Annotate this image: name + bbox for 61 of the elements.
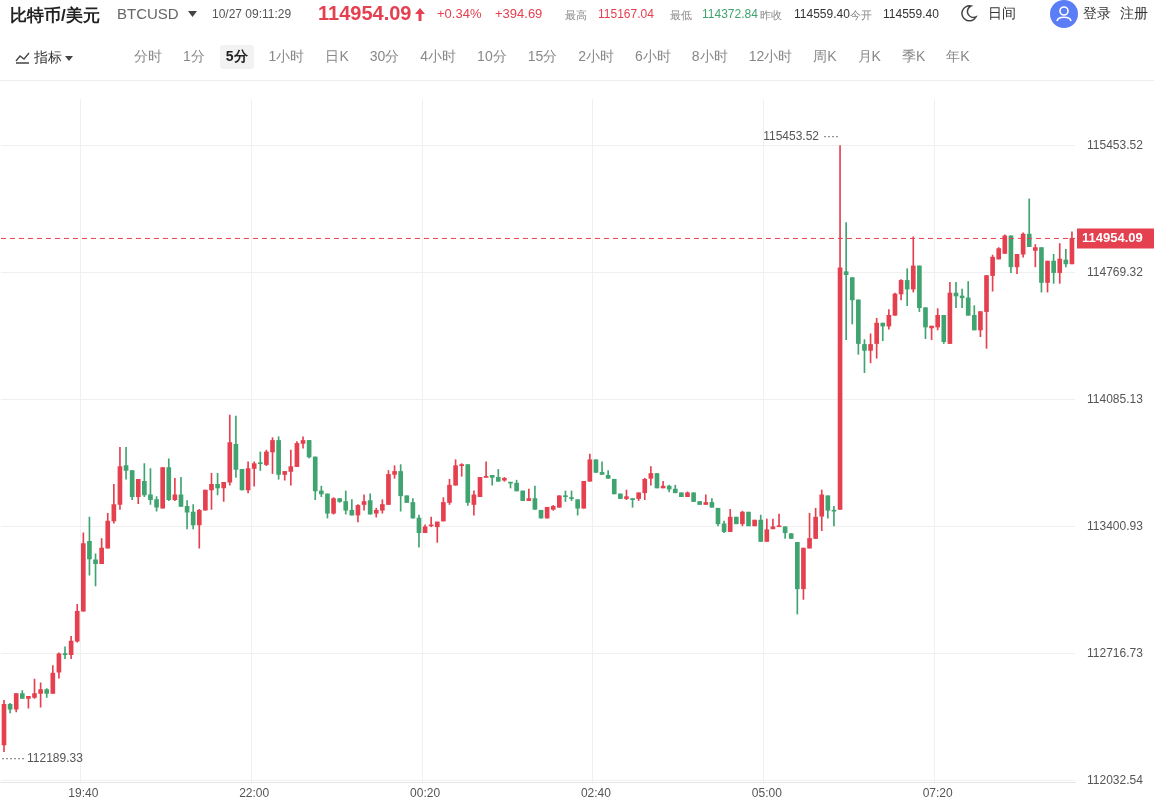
text: 分时: [133, 47, 163, 66]
candlestick: [599, 461, 605, 475]
text: 6小时: [634, 47, 672, 66]
x-tick-label: 22:00: [239, 786, 270, 801]
text: 年K: [945, 47, 971, 66]
text: 12小时: [747, 47, 794, 66]
text: 8小时: [690, 47, 729, 66]
y-tick-label: 113400.93: [1087, 519, 1144, 534]
text: 15分: [526, 47, 559, 66]
y-tick-label: 115453.52: [1087, 138, 1144, 153]
candlestick: [257, 451, 263, 471]
text: +0.34%: [437, 6, 482, 21]
text: 指标: [34, 49, 62, 67]
text: 日K: [324, 47, 350, 66]
x-tick-label: 19:40: [68, 786, 99, 801]
candlestick: [62, 646, 68, 660]
y-tick-label: 114769.32: [1087, 265, 1144, 280]
text: 月K: [856, 47, 882, 66]
x-tick-label: 05:00: [751, 786, 783, 801]
candlestick: [831, 506, 837, 527]
text: 登录: [1083, 5, 1111, 23]
y-tick-label: 112716.73: [1087, 646, 1144, 661]
chart-title: 比特币/美元: [10, 5, 100, 27]
text: 1小时: [267, 47, 306, 66]
text: +394.69: [495, 6, 543, 21]
text: 季K: [900, 47, 927, 66]
candlestick: [843, 222, 849, 340]
text: 今开: [850, 8, 872, 23]
y-tick-label: 112032.54: [1087, 773, 1144, 788]
text: 30分: [368, 47, 401, 66]
annotation: 112189.33: [27, 751, 84, 766]
text: 日间: [988, 5, 1016, 23]
x-tick-label: 02:40: [580, 786, 612, 801]
text: 114954.09: [318, 2, 412, 25]
text: 115167.04: [598, 7, 654, 21]
text: 1分: [182, 47, 206, 66]
y-tick-label: 114085.13: [1087, 392, 1144, 407]
text: 114559.40: [794, 7, 850, 21]
annotation: 115453.52: [763, 129, 820, 144]
candlestick: [251, 461, 257, 487]
text: 10/27 09:11:29: [212, 7, 292, 21]
x-tick-label: 07:20: [922, 786, 954, 801]
text: 周K: [812, 47, 838, 66]
candlestick: [526, 488, 532, 501]
text: 最低: [670, 8, 692, 23]
candlestick: [483, 461, 489, 478]
text: 注册: [1120, 5, 1148, 23]
x-tick-label: 00:20: [410, 786, 441, 801]
candlestick: [776, 513, 782, 528]
text: 最高: [565, 8, 587, 23]
chart-subtitle: BTCUSD: [117, 5, 179, 22]
text: 114372.84: [702, 7, 758, 21]
text: 5分: [219, 45, 254, 69]
candlestick: [123, 446, 129, 480]
text: 10分: [476, 47, 508, 66]
ref-line-label: 114954.09: [1082, 230, 1143, 246]
text: 4小时: [419, 47, 458, 66]
text: 昨收: [760, 8, 782, 23]
candlestick: [904, 268, 910, 306]
text: 2小时: [577, 47, 616, 66]
text: 114559.40: [883, 7, 939, 21]
